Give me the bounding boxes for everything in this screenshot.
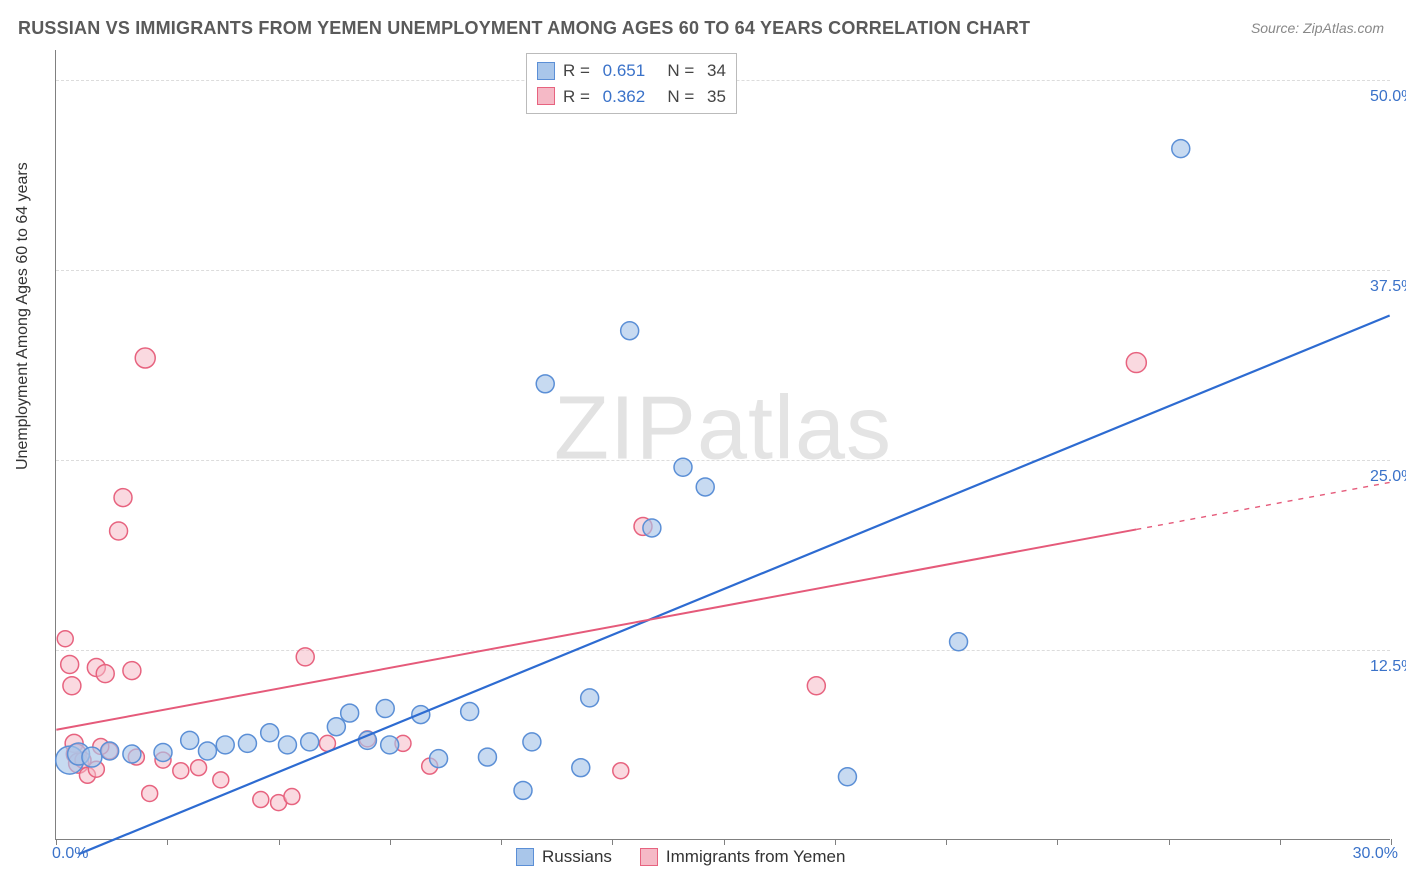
source-attribution: Source: ZipAtlas.com xyxy=(1251,20,1384,36)
data-point xyxy=(261,724,279,742)
data-point xyxy=(253,792,269,808)
x-tick xyxy=(1057,839,1058,845)
data-point xyxy=(114,489,132,507)
data-point xyxy=(123,662,141,680)
data-point xyxy=(110,522,128,540)
data-point xyxy=(154,744,172,762)
data-point xyxy=(301,733,319,751)
legend-item: Russians xyxy=(516,847,612,867)
x-tick xyxy=(724,839,725,845)
data-point xyxy=(278,736,296,754)
data-point xyxy=(213,772,229,788)
x-tick xyxy=(501,839,502,845)
r-label: R = xyxy=(563,84,595,110)
data-point xyxy=(135,348,155,368)
data-point xyxy=(536,375,554,393)
r-value: 0.651 xyxy=(603,58,646,84)
data-point xyxy=(613,763,629,779)
x-tick xyxy=(279,839,280,845)
data-point xyxy=(181,731,199,749)
data-point xyxy=(674,458,692,476)
legend-stat-row: R = 0.362 N = 35 xyxy=(537,84,726,110)
data-point xyxy=(1126,353,1146,373)
data-point xyxy=(621,322,639,340)
data-point xyxy=(198,742,216,760)
data-point xyxy=(57,631,73,647)
x-tick xyxy=(1169,839,1170,845)
data-point xyxy=(284,789,300,805)
x-tick xyxy=(167,839,168,845)
data-point xyxy=(430,750,448,768)
data-point xyxy=(173,763,189,779)
x-tick xyxy=(612,839,613,845)
x-axis-max-label: 30.0% xyxy=(1353,845,1398,863)
data-point xyxy=(643,519,661,537)
data-point xyxy=(838,768,856,786)
data-point xyxy=(461,703,479,721)
n-label: N = xyxy=(653,58,699,84)
data-point xyxy=(63,677,81,695)
y-axis-label: Unemployment Among Ages 60 to 64 years xyxy=(14,162,32,470)
data-point xyxy=(341,704,359,722)
data-point xyxy=(696,478,714,496)
x-tick xyxy=(1280,839,1281,845)
legend-item: Immigrants from Yemen xyxy=(640,847,846,867)
trend-line-extrapolated xyxy=(1136,482,1389,529)
data-point xyxy=(581,689,599,707)
x-tick xyxy=(835,839,836,845)
legend-swatch xyxy=(537,62,555,80)
plot-area: ZIPatlas 12.5%25.0%37.5%50.0% R = 0.651 … xyxy=(55,50,1390,840)
n-value: 35 xyxy=(707,84,726,110)
x-axis-min-label: 0.0% xyxy=(52,845,88,863)
n-value: 34 xyxy=(707,58,726,84)
legend-series: Russians Immigrants from Yemen xyxy=(516,847,845,867)
data-point xyxy=(191,760,207,776)
scatter-svg xyxy=(56,50,1390,839)
legend-label: Russians xyxy=(542,847,612,867)
data-point xyxy=(381,736,399,754)
data-point xyxy=(296,648,314,666)
correlation-chart: RUSSIAN VS IMMIGRANTS FROM YEMEN UNEMPLO… xyxy=(0,0,1406,892)
data-point xyxy=(61,656,79,674)
r-label: R = xyxy=(563,58,595,84)
data-point xyxy=(142,785,158,801)
data-point xyxy=(514,781,532,799)
n-label: N = xyxy=(653,84,699,110)
legend-swatch xyxy=(537,87,555,105)
legend-stat-row: R = 0.651 N = 34 xyxy=(537,58,726,84)
r-value: 0.362 xyxy=(603,84,646,110)
data-point xyxy=(807,677,825,695)
legend-swatch xyxy=(516,848,534,866)
data-point xyxy=(216,736,234,754)
data-point xyxy=(572,759,590,777)
x-tick xyxy=(946,839,947,845)
chart-title: RUSSIAN VS IMMIGRANTS FROM YEMEN UNEMPLO… xyxy=(18,18,1030,39)
data-point xyxy=(523,733,541,751)
legend-swatch xyxy=(640,848,658,866)
x-tick xyxy=(390,839,391,845)
data-point xyxy=(238,734,256,752)
trend-line xyxy=(79,316,1390,855)
legend-label: Immigrants from Yemen xyxy=(666,847,846,867)
data-point xyxy=(1172,140,1190,158)
data-point xyxy=(96,665,114,683)
data-point xyxy=(82,747,102,767)
data-point xyxy=(950,633,968,651)
data-point xyxy=(123,745,141,763)
data-point xyxy=(478,748,496,766)
legend-stats: R = 0.651 N = 34R = 0.362 N = 35 xyxy=(526,53,737,114)
data-point xyxy=(376,700,394,718)
data-point xyxy=(327,718,345,736)
data-point xyxy=(101,742,119,760)
